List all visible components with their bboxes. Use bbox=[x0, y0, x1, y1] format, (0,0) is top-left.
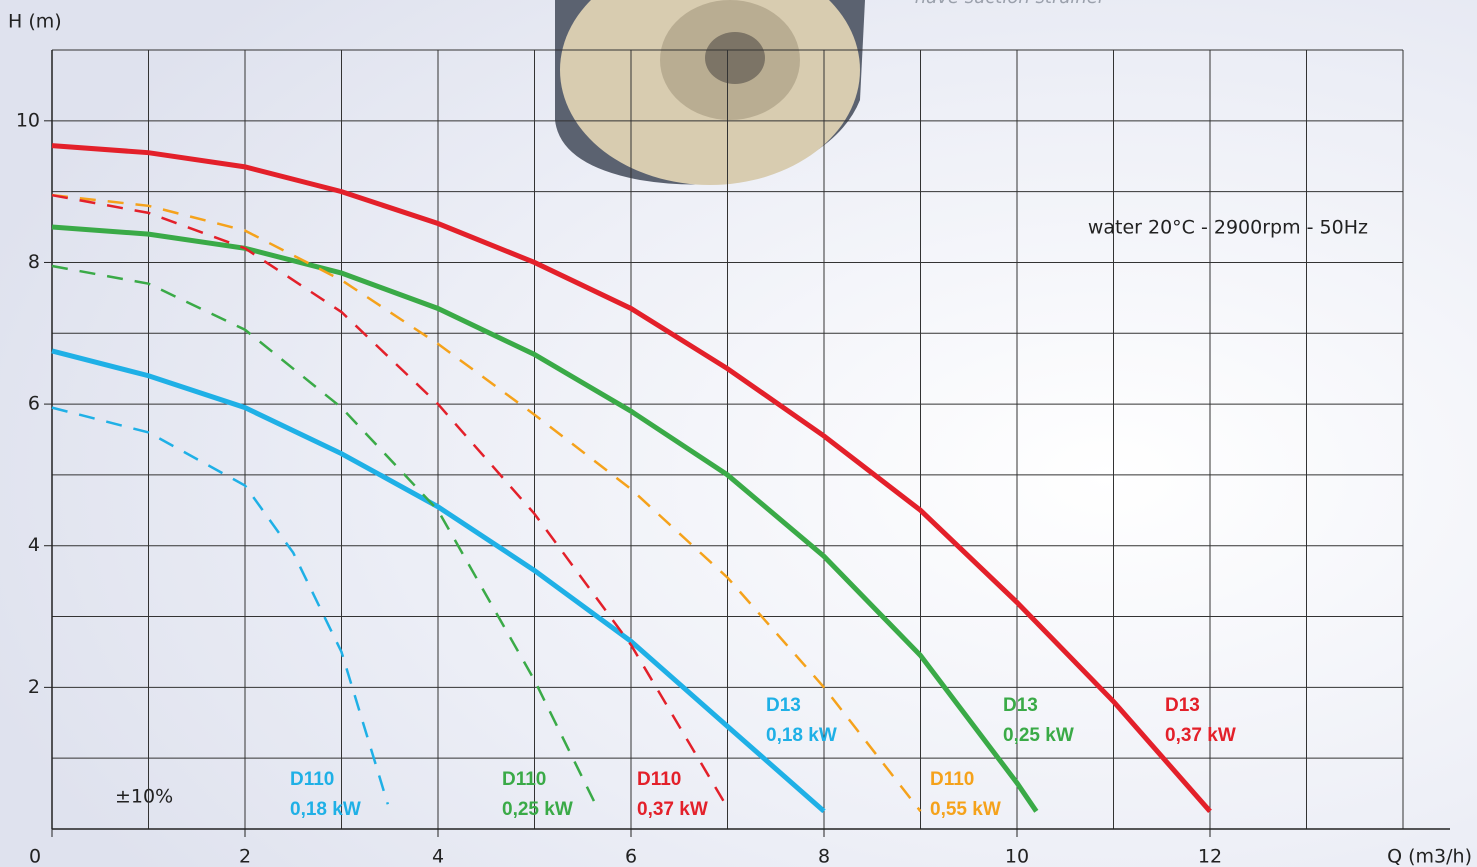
curve-label: D13 bbox=[1165, 695, 1200, 716]
curve-label: D110 bbox=[290, 769, 334, 790]
y-tick-label: 6 bbox=[28, 393, 40, 415]
curve-label: 0,25 kW bbox=[1003, 725, 1074, 746]
x-axis-label: Q (m3/h) bbox=[1387, 846, 1472, 867]
pump-curve bbox=[51, 193, 922, 813]
x-tick-label: 10 bbox=[1005, 846, 1029, 867]
x-tick-label: 4 bbox=[432, 846, 444, 867]
curve-label: D110 bbox=[930, 769, 974, 790]
curve-label: 0,55 kW bbox=[930, 799, 1001, 820]
curve-label: 0,37 kW bbox=[1165, 725, 1236, 746]
y-tick-label: 2 bbox=[28, 676, 40, 698]
pump-curve bbox=[51, 224, 1039, 813]
pump-curve bbox=[51, 264, 599, 809]
y-axis-label: H (m) bbox=[8, 11, 62, 33]
pump-curve bbox=[51, 348, 826, 814]
pump-image bbox=[555, 0, 865, 185]
curve-label: D13 bbox=[766, 695, 801, 716]
x-tick-label: 6 bbox=[625, 846, 637, 867]
curve-label: D110 bbox=[502, 769, 546, 790]
x-tick-label: 0 bbox=[29, 846, 41, 867]
x-tick-label: 12 bbox=[1198, 846, 1222, 867]
y-tick-label: 4 bbox=[28, 534, 40, 556]
x-tick-label: 8 bbox=[818, 846, 830, 867]
pump-curve bbox=[51, 143, 1212, 813]
y-tick-label: 8 bbox=[28, 251, 40, 273]
note: water 20°C - 2900rpm - 50Hz bbox=[1088, 217, 1368, 239]
pump-curve bbox=[51, 406, 390, 805]
top-note: have suction strainer bbox=[915, 0, 1107, 8]
curve-label: 0,18 kW bbox=[290, 799, 361, 820]
curve-label: D13 bbox=[1003, 695, 1038, 716]
curve-label: D110 bbox=[637, 769, 681, 790]
y-tick-label: 10 bbox=[16, 109, 40, 131]
curve-label: 0,18 kW bbox=[766, 725, 837, 746]
curve-label: 0,37 kW bbox=[637, 799, 708, 820]
pump-curve bbox=[51, 193, 729, 809]
x-tick-label: 2 bbox=[239, 846, 251, 867]
curve-label: 0,25 kW bbox=[502, 799, 573, 820]
tolerance-note: ±10% bbox=[115, 786, 173, 808]
